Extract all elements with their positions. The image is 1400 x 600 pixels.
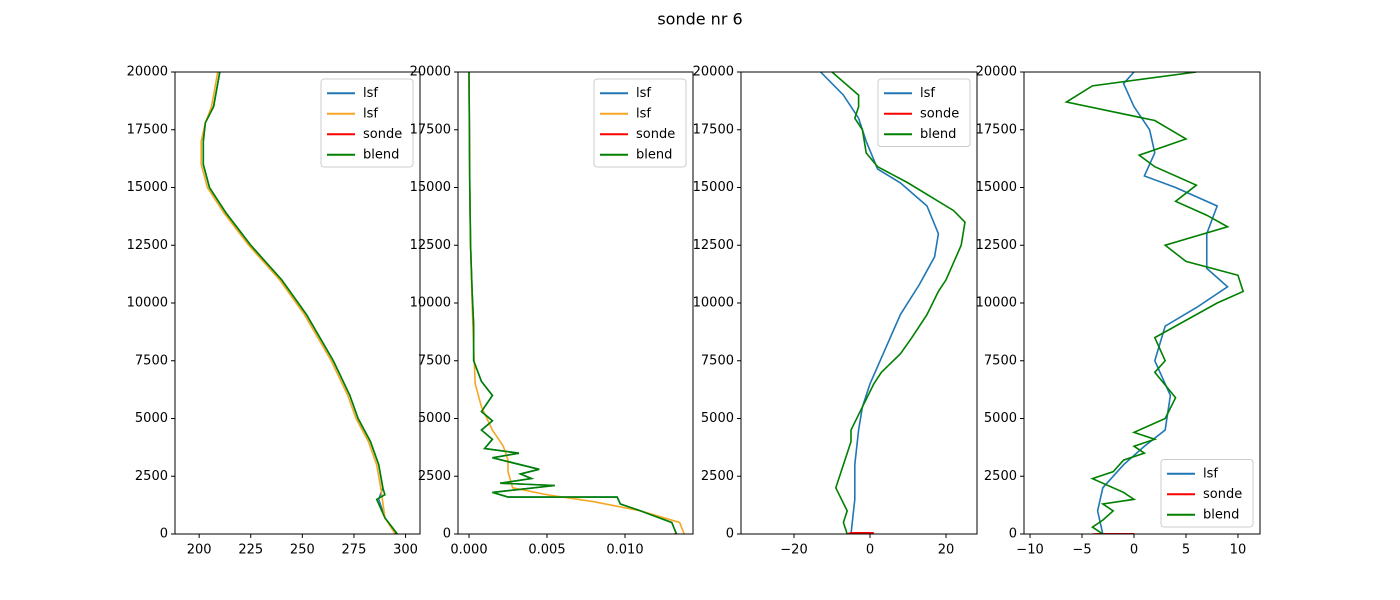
x-tick-label: 225 (238, 543, 263, 558)
y-tick-label: 7500 (984, 353, 1017, 368)
y-tick-label: 7500 (418, 353, 451, 368)
y-tick-label: 17500 (693, 122, 734, 137)
legend-box (320, 78, 414, 168)
plot-lines (468, 72, 686, 534)
x-tick-label: −20 (780, 543, 807, 558)
legend-box (593, 78, 687, 168)
panel: 0 2500 5000 7500 10000 12500 15000 17500 20000 −1… (976, 65, 1261, 558)
x-tick-label: 10 (1230, 543, 1247, 558)
y-tick-label: 5000 (701, 411, 734, 426)
series-line (200, 72, 396, 534)
y-tick-label: 15000 (693, 180, 734, 195)
legend-label: blend (1203, 507, 1239, 522)
figure-title: sonde nr 6 (657, 10, 742, 29)
x-tick-label: 20 (938, 543, 955, 558)
y-tick-label: 0 (443, 527, 451, 542)
y-tick-label: 0 (160, 527, 168, 542)
y-tick-label: 5000 (984, 411, 1017, 426)
y-tick-label: 7500 (701, 353, 734, 368)
legend-label: sonde (1203, 487, 1242, 502)
x-tick-label: −10 (1016, 543, 1043, 558)
y-tick-label: 10000 (410, 296, 451, 311)
y-tick-label: 2500 (701, 469, 734, 484)
y-tick-label: 5000 (418, 411, 451, 426)
legend-label: lsf (920, 86, 935, 101)
y-tick-label: 12500 (410, 238, 451, 253)
x-tick-label: 0.005 (528, 543, 565, 558)
legend-label: lsf (363, 86, 378, 101)
y-tick-label: 12500 (976, 238, 1017, 253)
legend-label: sonde (636, 127, 675, 142)
legend: lsf lsf sonde blend (593, 78, 687, 168)
y-tick-label: 12500 (127, 238, 168, 253)
legend: lsf sonde blend (877, 78, 971, 147)
legend-box (877, 78, 971, 147)
legend-label: sonde (363, 127, 402, 142)
y-tick-label: 17500 (127, 122, 168, 137)
legend-box (1160, 459, 1254, 528)
x-tick-label: 250 (290, 543, 315, 558)
legend-label: blend (363, 147, 399, 162)
legend-label: lsf (1203, 466, 1218, 481)
series-line (468, 72, 678, 534)
axes-frame (174, 71, 421, 535)
legend: lsf lsf sonde blend (320, 78, 414, 168)
panel: 0 2500 5000 7500 10000 12500 15000 17500 20000 −2… (693, 65, 978, 558)
y-tick-label: 15000 (410, 180, 451, 195)
x-tick-label: 0.000 (450, 543, 487, 558)
series-line (1064, 72, 1245, 534)
x-tick-label: 200 (187, 543, 212, 558)
y-tick-label: 20000 (410, 65, 451, 80)
x-tick-label: 0 (866, 543, 874, 558)
panel: 0 2500 5000 7500 10000 12500 15000 17500 20000 20… (127, 65, 421, 558)
plot-lines (200, 72, 398, 534)
y-tick-label: 7500 (135, 353, 168, 368)
y-tick-label: 10000 (976, 296, 1017, 311)
series-line (831, 72, 966, 534)
y-tick-label: 2500 (418, 469, 451, 484)
legend-label: sonde (920, 106, 959, 121)
x-tick-label: 0 (1130, 543, 1138, 558)
legend-label: blend (920, 127, 956, 142)
y-tick-label: 20000 (127, 65, 168, 80)
y-tick-label: 20000 (693, 65, 734, 80)
x-tick-label: 300 (393, 543, 418, 558)
y-tick-label: 15000 (127, 180, 168, 195)
y-tick-label: 12500 (693, 238, 734, 253)
axes-frame (740, 71, 978, 535)
axes-frame (1023, 71, 1261, 535)
y-tick-label: 2500 (135, 469, 168, 484)
y-tick-label: 0 (1009, 527, 1017, 542)
panel: 0 2500 5000 7500 10000 12500 15000 17500 20000 0.… (410, 65, 694, 558)
y-tick-label: 15000 (976, 180, 1017, 195)
series-line (202, 72, 398, 534)
series-line (820, 72, 940, 534)
legend-label: lsf (363, 106, 378, 121)
y-tick-label: 17500 (976, 122, 1017, 137)
y-tick-label: 5000 (135, 411, 168, 426)
legend-label: lsf (636, 106, 651, 121)
x-tick-label: 275 (342, 543, 367, 558)
x-tick-label: 5 (1182, 543, 1190, 558)
y-tick-label: 10000 (127, 296, 168, 311)
y-tick-label: 20000 (976, 65, 1017, 80)
x-tick-label: −5 (1072, 543, 1091, 558)
axes-frame (457, 71, 694, 535)
y-tick-label: 17500 (410, 122, 451, 137)
y-tick-label: 0 (726, 527, 734, 542)
y-tick-label: 10000 (693, 296, 734, 311)
x-tick-label: 0.010 (606, 543, 643, 558)
legend-label: blend (636, 147, 672, 162)
legend-label: lsf (636, 86, 651, 101)
legend: lsf sonde blend (1160, 459, 1254, 528)
y-tick-label: 2500 (984, 469, 1017, 484)
